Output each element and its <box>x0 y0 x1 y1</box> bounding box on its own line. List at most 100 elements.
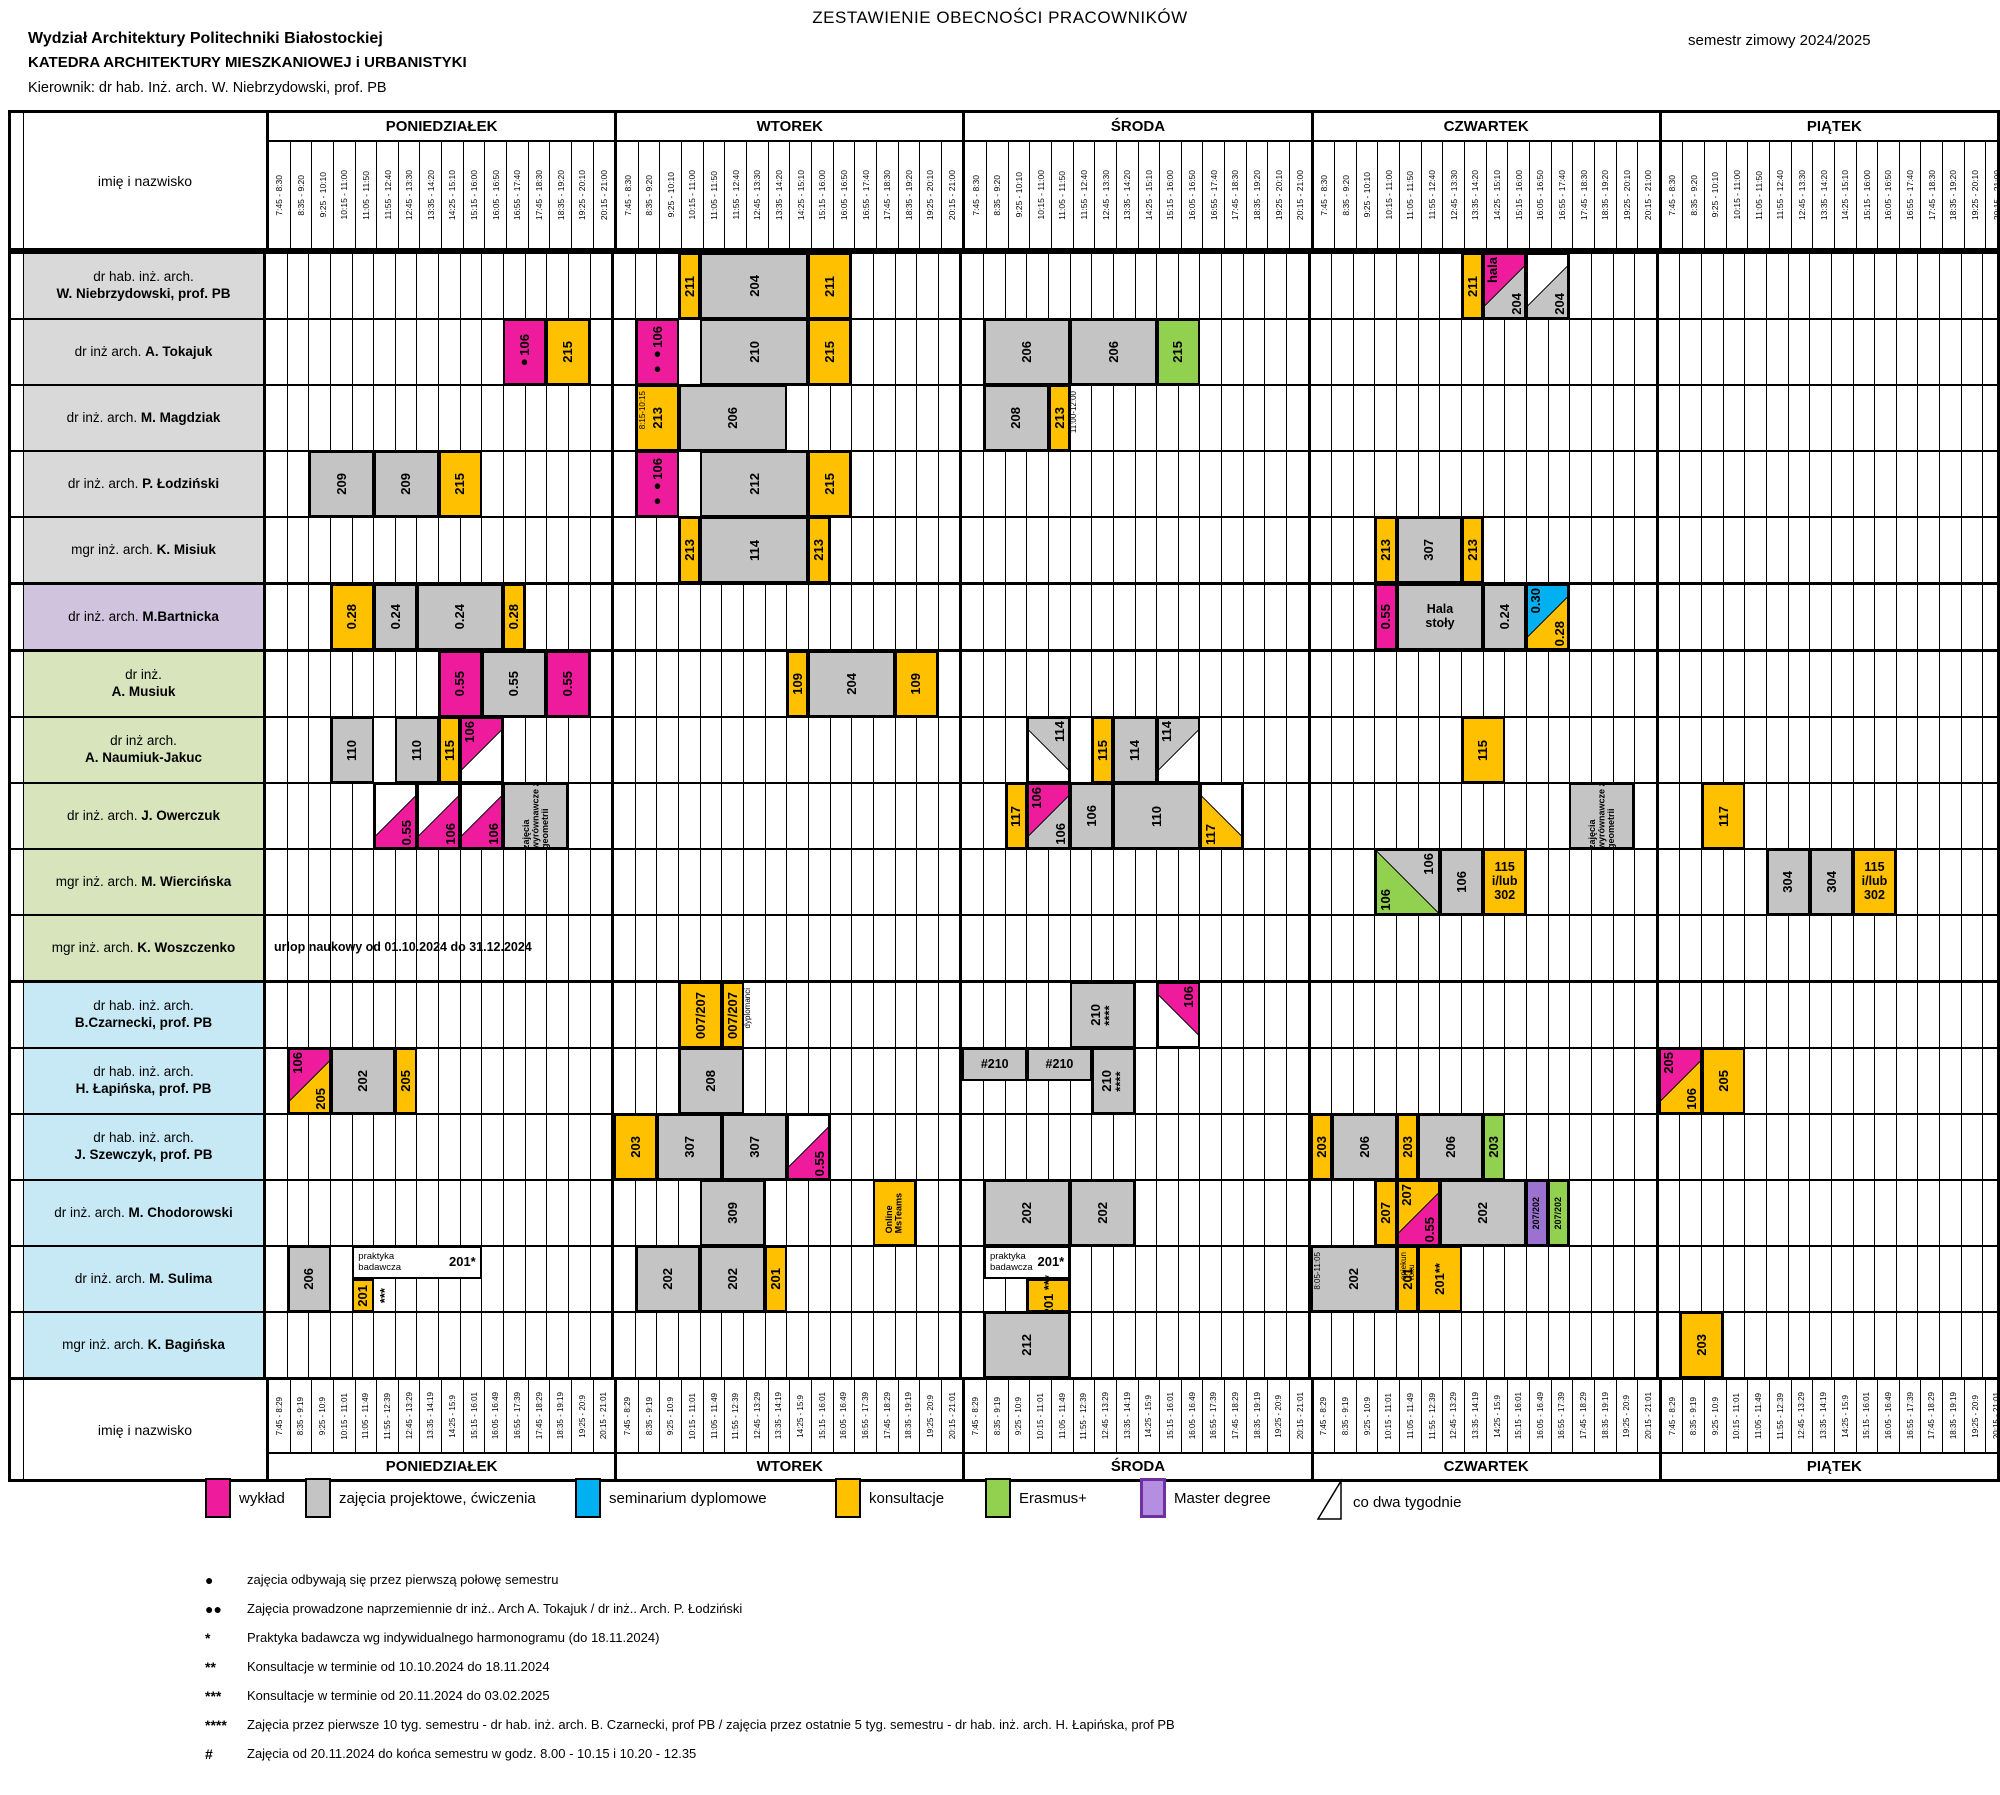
schedule-block: praktyka badawcza 201* <box>352 1246 482 1280</box>
slot-cell <box>396 652 418 716</box>
slot-cell <box>1570 254 1592 318</box>
slot-cell <box>1810 916 1832 980</box>
slot-cell <box>896 1181 918 1245</box>
schedule-block: 213 <box>1375 517 1397 583</box>
slot-cell <box>1875 585 1897 649</box>
slot-cell <box>722 652 745 716</box>
slot-cell <box>1484 652 1506 716</box>
schedule-block: 307 <box>1396 517 1462 583</box>
slot-cell <box>1832 452 1854 516</box>
footnote-symbol: * <box>205 1630 211 1646</box>
slot-cell <box>787 1313 809 1377</box>
slot-cell <box>1505 652 1527 716</box>
slot-cell <box>1549 983 1571 1047</box>
slot-cell <box>374 850 396 914</box>
slot-cell <box>1419 718 1441 782</box>
schedule-block: 106 205 <box>287 1048 331 1114</box>
slot-cell <box>461 850 483 914</box>
day-cell: 213 8:15-10:15 206 <box>614 385 963 451</box>
slot-cell <box>1810 386 1832 450</box>
slot-cell <box>569 1115 591 1179</box>
slot-cell <box>1332 652 1354 716</box>
table-row: dr inż arch. A. Naumiuk-Jakuc 110 110 115 106… <box>11 716 1997 783</box>
slot-cell <box>1592 1049 1614 1113</box>
slot-cell <box>657 585 680 649</box>
slot-cell <box>744 718 766 782</box>
slot-cell <box>547 1049 569 1113</box>
slot-cell <box>1114 983 1136 1047</box>
slot-cell <box>309 1115 331 1179</box>
slot-cell <box>809 1115 831 1179</box>
time-slot-footer: 7:45 - 8:29 <box>617 1380 639 1452</box>
slot-cell <box>1419 784 1441 848</box>
time-slot-footer: 12:45 - 13:29 <box>1792 1380 1814 1452</box>
slot-cell <box>266 784 288 848</box>
schedule-block: 106 <box>1156 982 1200 1048</box>
slot-cell <box>547 983 569 1047</box>
slot-cell <box>417 1049 440 1113</box>
slot-cell <box>1570 1181 1592 1245</box>
schedule-block: 215 <box>808 451 852 517</box>
slot-cell <box>266 1247 288 1311</box>
day-name: PONIEDZIAŁEK <box>269 113 615 142</box>
time-slot-header: 16:05 - 16:50 <box>1878 142 1900 248</box>
slot-cell <box>636 1049 658 1113</box>
slot-cell <box>1918 1115 1941 1179</box>
time-slot-header: 18:35 - 19:20 <box>1595 142 1617 248</box>
slot-cell <box>1006 518 1028 582</box>
schedule-block: 0.55 <box>438 651 482 717</box>
slot-cell <box>679 1181 701 1245</box>
slot-cell <box>1179 983 1201 1047</box>
slot-cell <box>1354 850 1376 914</box>
slot-cell <box>962 916 985 980</box>
slot-cell <box>1724 916 1746 980</box>
footnote: **** Zajęcia przez pierwsze 10 tyg. semes… <box>205 1717 1175 1733</box>
schedule-block: 115 i/lub 302 <box>1852 849 1897 915</box>
slot-cell <box>1136 652 1158 716</box>
slot-cell <box>1200 1247 1223 1311</box>
slot-cell <box>831 1115 853 1179</box>
slot-cell <box>396 1181 418 1245</box>
slot-cell <box>1265 1049 1287 1113</box>
slot-cell <box>1832 1049 1854 1113</box>
slot-cell <box>439 850 461 914</box>
slot-cell <box>591 254 612 318</box>
day-cell <box>614 850 963 914</box>
slot-cell <box>1983 386 2000 450</box>
slot-cell <box>1983 652 2000 716</box>
slot-cell <box>939 718 960 782</box>
slot-cell <box>1157 850 1179 914</box>
slot-cell <box>1049 518 1071 582</box>
slot-cell <box>657 916 680 980</box>
time-slot-footer: 10:15 - 11:01 <box>1030 1380 1052 1452</box>
slot-cell <box>288 1115 310 1179</box>
slot-cell <box>766 1049 788 1113</box>
time-slot-footer: 12:45 - 13:29 <box>399 1380 421 1452</box>
time-slot-footer: 7:45 - 8:29 <box>1314 1380 1336 1452</box>
slot-cell <box>1897 850 1919 914</box>
slot-cell <box>1200 1181 1223 1245</box>
schedule-block: 202 <box>635 1246 701 1312</box>
time-slot-header: 12:45 - 13:30 <box>399 142 421 248</box>
slot-cell <box>1440 1313 1463 1377</box>
slot-cell <box>1983 1049 2000 1113</box>
slot-cell <box>874 916 896 980</box>
slot-cell <box>1462 1247 1484 1311</box>
slot-cell <box>1635 518 1656 582</box>
slot-cell <box>396 850 418 914</box>
time-slot-footer: 15:15 - 16:01 <box>1160 1380 1182 1452</box>
slot-cell <box>396 1313 418 1377</box>
schedule-block: 202 <box>330 1048 396 1114</box>
slot-cell <box>1114 254 1136 318</box>
slot-cell <box>1157 452 1179 516</box>
schedule-block: ●●106 <box>635 451 679 517</box>
slot-cell <box>1354 452 1376 516</box>
slot-cell <box>636 916 658 980</box>
slot-cell <box>1027 518 1049 582</box>
slot-cell <box>701 652 723 716</box>
time-slot-header: 17:45 - 18:30 <box>1573 142 1595 248</box>
slot-cell <box>1810 585 1832 649</box>
slot-cell <box>591 1115 612 1179</box>
left-strip <box>11 850 24 914</box>
slot-cell <box>1157 1181 1179 1245</box>
